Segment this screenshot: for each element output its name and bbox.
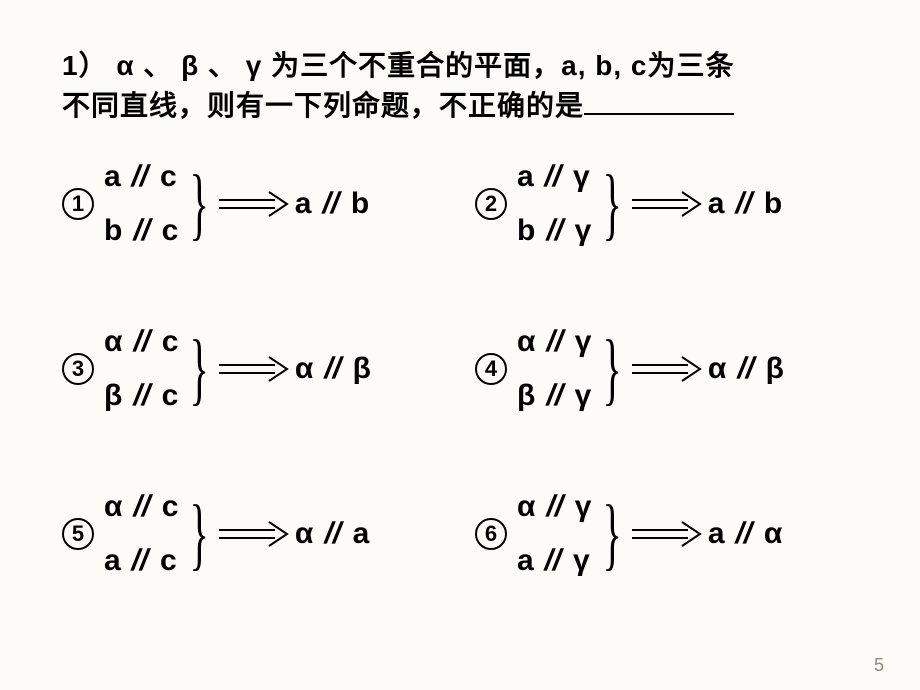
proposition-2: 2 a // γ b // γ} a // b [475, 160, 782, 248]
premise-2: b // c [104, 214, 178, 248]
premise-1: a // c [104, 160, 178, 194]
prompt-line-1: 1） α 、 β 、 γ 为三个不重合的平面，a, b, c为三条 [62, 50, 735, 81]
proposition-number: 2 [475, 188, 507, 220]
proposition-number: 4 [475, 353, 507, 385]
premise-2: β // c [104, 379, 178, 413]
conclusion: a // b [295, 187, 369, 221]
premises: a // γ b // γ [517, 160, 591, 248]
conclusion: α // β [295, 352, 371, 386]
brace-icon: } [603, 339, 622, 399]
proposition-4: 4 α // γ β // γ} α // β [475, 325, 784, 413]
brace-icon: } [190, 339, 209, 399]
premise-1: α // c [104, 490, 178, 524]
proposition-number: 3 [62, 353, 94, 385]
premise-1: α // γ [517, 325, 591, 359]
answer-blank [584, 113, 734, 115]
proposition-6: 6 α // γ a // γ} a // α [475, 490, 782, 578]
premise-1: a // γ [517, 160, 591, 194]
proposition-3: 3 α // c β // c} α // β [62, 325, 371, 413]
conclusion: α // a [295, 517, 369, 551]
brace-icon: } [190, 174, 209, 234]
conclusion: a // α [708, 517, 782, 551]
premise-2: b // γ [517, 214, 591, 248]
prompt-line-2: 不同直线，则有一下列命题，不正确的是 [62, 90, 584, 121]
conclusion: α // β [708, 352, 784, 386]
proposition-5: 5 α // c a // c} α // a [62, 490, 369, 578]
proposition-number: 5 [62, 518, 94, 550]
premise-1: α // γ [517, 490, 591, 524]
proposition-1: 1 a // c b // c} a // b [62, 160, 369, 248]
conclusion: a // b [708, 187, 782, 221]
implies-arrow-icon [632, 519, 702, 549]
premises: a // c b // c [104, 160, 178, 248]
question-prompt: 1） α 、 β 、 γ 为三个不重合的平面，a, b, c为三条 不同直线，则… [62, 46, 882, 126]
premises: α // c a // c [104, 490, 178, 578]
implies-arrow-icon [632, 189, 702, 219]
premises: α // γ a // γ [517, 490, 591, 578]
premises: α // c β // c [104, 325, 178, 413]
premise-1: α // c [104, 325, 178, 359]
premises: α // γ β // γ [517, 325, 591, 413]
premise-2: a // c [104, 544, 178, 578]
brace-icon: } [603, 174, 622, 234]
proposition-number: 6 [475, 518, 507, 550]
brace-icon: } [190, 504, 209, 564]
premise-2: β // γ [517, 379, 591, 413]
implies-arrow-icon [219, 519, 289, 549]
implies-arrow-icon [219, 189, 289, 219]
page-number: 5 [874, 655, 884, 676]
implies-arrow-icon [632, 354, 702, 384]
premise-2: a // γ [517, 544, 591, 578]
implies-arrow-icon [219, 354, 289, 384]
brace-icon: } [603, 504, 622, 564]
proposition-number: 1 [62, 188, 94, 220]
